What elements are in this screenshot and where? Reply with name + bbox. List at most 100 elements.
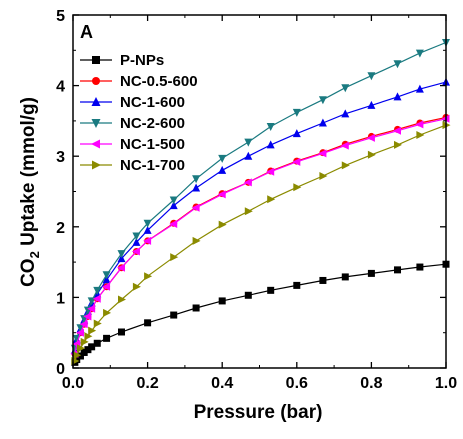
data-point-nc-1-500 bbox=[217, 190, 226, 199]
data-point-nc-2-600 bbox=[218, 154, 227, 163]
data-point-nc-1-600 bbox=[415, 84, 424, 93]
data-point-nc-1-600 bbox=[266, 140, 275, 149]
legend-marker bbox=[91, 139, 100, 149]
data-point-nc-2-600 bbox=[318, 96, 327, 105]
legend-marker bbox=[92, 77, 100, 85]
x-tick-label: 0.4 bbox=[211, 375, 233, 392]
data-point-p-nps bbox=[93, 339, 101, 347]
data-point-nc-1-500 bbox=[75, 328, 84, 337]
data-point-nc-1-600 bbox=[169, 201, 178, 210]
data-point-nc-1-600 bbox=[143, 225, 152, 234]
series-line-p-nps bbox=[74, 263, 447, 363]
data-point-nc-2-600 bbox=[169, 196, 178, 205]
data-point-nc-1-500 bbox=[340, 141, 349, 150]
data-point-nc-1-700 bbox=[132, 282, 141, 291]
data-point-nc-1-600 bbox=[341, 109, 350, 118]
legend-marker bbox=[92, 56, 100, 64]
data-point-nc-1-500 bbox=[87, 304, 96, 313]
data-point-nc-1-700 bbox=[267, 195, 276, 204]
data-point-p-nps bbox=[293, 281, 301, 289]
legend-label: P-NPs bbox=[120, 52, 164, 69]
y-tick-label: 3 bbox=[56, 149, 65, 166]
series-nc-1-500 bbox=[70, 114, 450, 358]
data-point-nc-1-500 bbox=[266, 167, 275, 176]
data-point-nc-2-600 bbox=[143, 219, 152, 228]
data-point-nc-1-500 bbox=[92, 294, 101, 303]
x-axis-title: Pressure (bar) bbox=[194, 402, 323, 423]
legend-item-p-nps: P-NPs bbox=[80, 52, 164, 69]
data-point-nc-1-500 bbox=[169, 219, 178, 228]
axes-layer: 0.0 0.2 0.4 0.6 0.8 1.0 0 1 2 3 4 5 bbox=[56, 8, 457, 392]
data-point-nc-1-600 bbox=[244, 151, 253, 160]
data-point-p-nps bbox=[416, 263, 424, 271]
data-point-nc-2-600 bbox=[87, 297, 96, 306]
data-point-nc-1-600 bbox=[318, 118, 327, 127]
legend-marker bbox=[91, 119, 101, 128]
data-point-p-nps bbox=[80, 348, 88, 356]
x-tick-label: 0.0 bbox=[62, 375, 84, 392]
data-point-nc-1-700 bbox=[341, 161, 350, 170]
legend-item-nc-2-600: NC-2-600 bbox=[80, 115, 185, 132]
legend-item-nc-1-700: NC-1-700 bbox=[80, 157, 185, 174]
data-point-nc-2-600 bbox=[132, 232, 141, 241]
data-point-nc-1-700 bbox=[218, 220, 227, 229]
data-point-nc-1-700 bbox=[170, 253, 179, 262]
data-point-nc-1-500 bbox=[415, 120, 424, 129]
y-axis-title-subscript: 2 bbox=[27, 251, 42, 258]
data-point-nc-2-600 bbox=[192, 175, 201, 184]
data-point-nc-1-600 bbox=[393, 92, 402, 101]
data-point-nc-1-500 bbox=[318, 149, 327, 158]
data-point-nc-1-700 bbox=[192, 236, 201, 245]
data-point-nc-1-500 bbox=[83, 312, 92, 321]
data-point-nc-1-500 bbox=[191, 203, 200, 212]
data-point-nc-1-500 bbox=[243, 178, 252, 187]
data-point-nc-1-600 bbox=[367, 100, 376, 109]
y-tick-label: 0 bbox=[56, 361, 65, 378]
y-axis-title-part: CO bbox=[18, 258, 39, 287]
data-point-nc-1-700 bbox=[93, 319, 102, 328]
y-axis-title: CO2 Uptake (mmol/g) bbox=[18, 97, 42, 287]
y-tick-label: 2 bbox=[56, 220, 65, 237]
data-point-p-nps bbox=[117, 328, 125, 336]
data-point-p-nps bbox=[244, 291, 252, 299]
data-point-nc-1-500 bbox=[79, 320, 88, 329]
legend-label: NC-1-500 bbox=[120, 136, 185, 153]
data-point-nc-2-600 bbox=[341, 84, 350, 93]
x-tick-label: 0.2 bbox=[136, 375, 158, 392]
data-point-nc-2-600 bbox=[292, 108, 301, 117]
data-point-p-nps bbox=[144, 319, 152, 327]
data-point-nc-1-700 bbox=[367, 150, 376, 159]
data-point-nc-1-700 bbox=[244, 207, 253, 216]
legend-label: NC-1-700 bbox=[120, 157, 185, 174]
data-point-p-nps bbox=[84, 346, 92, 354]
data-point-p-nps bbox=[170, 311, 178, 319]
data-point-nc-1-700 bbox=[84, 332, 93, 341]
data-point-nc-1-500 bbox=[366, 133, 375, 142]
data-point-nc-1-600 bbox=[192, 183, 201, 192]
x-tick-label: 1.0 bbox=[435, 375, 457, 392]
data-point-p-nps bbox=[103, 334, 111, 342]
data-point-p-nps bbox=[192, 304, 200, 312]
x-tick-label: 0.8 bbox=[360, 375, 382, 392]
data-point-nc-1-700 bbox=[80, 337, 89, 346]
data-point-nc-1-700 bbox=[293, 183, 302, 192]
data-point-p-nps bbox=[319, 276, 327, 284]
panel-label: A bbox=[80, 22, 93, 42]
series-nc-1-700 bbox=[71, 121, 451, 365]
data-point-nc-2-600 bbox=[393, 60, 402, 69]
data-point-nc-2-600 bbox=[266, 123, 275, 132]
y-axis-title-part: Uptake (mmol/g) bbox=[18, 97, 39, 251]
legend-item-nc-1-500: NC-1-500 bbox=[80, 136, 185, 153]
data-point-nc-2-600 bbox=[102, 271, 111, 280]
data-point-p-nps bbox=[88, 343, 96, 351]
legend-label: NC-2-600 bbox=[120, 115, 185, 132]
x-tick-label: 0.6 bbox=[286, 375, 308, 392]
data-point-nc-2-600 bbox=[415, 49, 424, 58]
data-point-p-nps bbox=[76, 352, 84, 360]
series-p-nps bbox=[71, 260, 450, 366]
legend-marker bbox=[92, 160, 101, 170]
legend: P-NPs NC-0.5-600 NC-1-600 NC-2-600 NC-1-500 N… bbox=[80, 52, 198, 174]
data-point-p-nps bbox=[341, 273, 349, 281]
data-point-p-nps bbox=[394, 266, 402, 274]
